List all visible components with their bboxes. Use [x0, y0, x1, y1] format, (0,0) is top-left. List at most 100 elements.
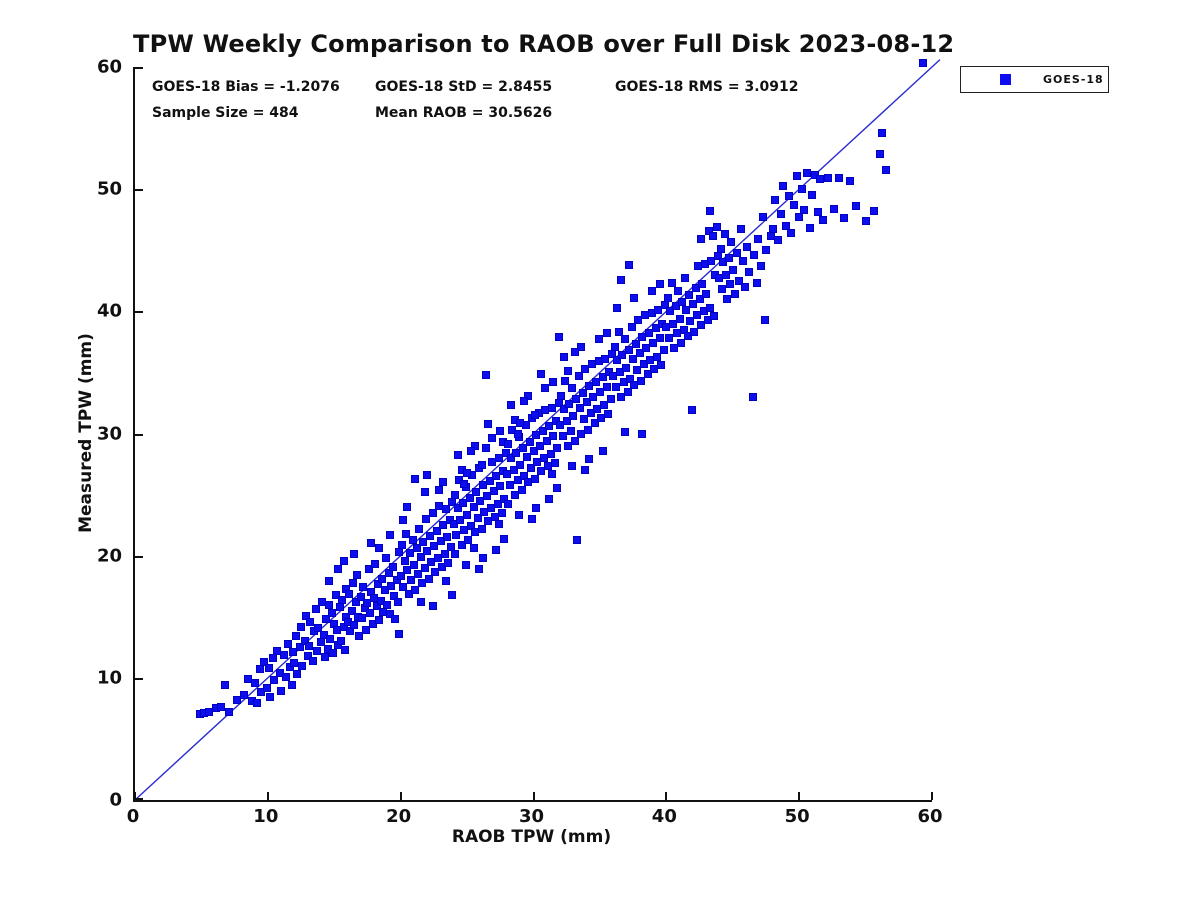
scatter-point: [727, 237, 736, 246]
scatter-point: [320, 653, 329, 662]
scatter-point: [618, 351, 627, 360]
scatter-point: [686, 317, 695, 326]
scatter-point: [496, 482, 505, 491]
scatter-point: [708, 231, 717, 240]
scatter-point: [481, 370, 490, 379]
scatter-point: [918, 59, 927, 68]
x-tick-label: 60: [917, 806, 943, 827]
scatter-point: [723, 295, 732, 304]
scatter-point: [395, 629, 404, 638]
scatter-point: [633, 365, 642, 374]
scatter-point: [680, 274, 689, 283]
scatter-point: [270, 676, 279, 685]
scatter-point: [731, 290, 740, 299]
scatter-point: [756, 262, 765, 271]
x-tick-mark: [798, 792, 801, 800]
scatter-point: [566, 427, 575, 436]
scatter-point: [409, 561, 418, 570]
stat-std: GOES-18 StD = 2.8455: [375, 79, 553, 95]
scatter-point: [363, 599, 372, 608]
scatter-point: [415, 524, 424, 533]
scatter-point: [753, 235, 762, 244]
scatter-point: [435, 485, 444, 494]
scatter-point: [615, 368, 624, 377]
scatter-point: [663, 293, 672, 302]
scatter-point: [549, 378, 558, 387]
scatter-point: [336, 637, 345, 646]
scatter-point: [326, 634, 335, 643]
scatter-point: [423, 471, 432, 480]
scatter-point: [493, 500, 502, 509]
scatter-point: [546, 450, 555, 459]
scatter-point: [638, 429, 647, 438]
scatter-point: [712, 223, 721, 232]
scatter-point: [621, 335, 630, 344]
scatter-point: [517, 485, 526, 494]
scatter-point: [760, 315, 769, 324]
scatter-point: [795, 213, 804, 222]
scatter-point: [732, 248, 741, 257]
scatter-point: [696, 235, 705, 244]
scatter-point: [664, 334, 673, 343]
scatter-point: [375, 544, 384, 553]
scatter-point: [453, 451, 462, 460]
scatter-point: [492, 545, 501, 554]
scatter-point: [655, 280, 664, 289]
scatter-point: [622, 363, 631, 372]
scatter-point: [800, 205, 809, 214]
scatter-point: [378, 574, 387, 583]
scatter-point: [591, 378, 600, 387]
scatter-point: [657, 361, 666, 370]
scatter-point: [453, 504, 462, 513]
scatter-point: [561, 376, 570, 385]
scatter-point: [509, 466, 518, 475]
scatter-point: [627, 323, 636, 332]
scatter-point: [460, 479, 469, 488]
scatter-point: [323, 644, 332, 653]
x-tick-label: 0: [126, 806, 140, 827]
scatter-point: [441, 577, 450, 586]
scatter-point: [781, 221, 790, 230]
scatter-point: [678, 297, 687, 306]
scatter-point: [568, 384, 577, 393]
scatter-point: [425, 532, 434, 541]
scatter-point: [386, 530, 395, 539]
scatter-point: [382, 554, 391, 563]
scatter-point: [675, 314, 684, 323]
scatter-point: [599, 401, 608, 410]
scatter-point: [334, 565, 343, 574]
scatter-point: [643, 369, 652, 378]
scatter-point: [582, 397, 591, 406]
x-tick-label: 10: [253, 806, 279, 827]
scatter-point: [740, 282, 749, 291]
scatter-point: [394, 598, 402, 607]
scatter-point: [403, 566, 412, 575]
scatter-point: [463, 468, 472, 477]
y-tick-label: 60: [96, 56, 122, 78]
y-tick-mark: [135, 798, 143, 800]
y-tick-label: 50: [96, 178, 122, 200]
scatter-point: [603, 409, 612, 418]
scatter-point: [510, 490, 519, 499]
scatter-point: [293, 670, 302, 679]
scatter-point: [621, 428, 630, 437]
plot-area: GOES-18 Bias = -1.2076 GOES-18 StD = 2.8…: [133, 59, 941, 802]
scatter-point: [464, 535, 473, 544]
scatter-point: [429, 541, 438, 550]
scatter-point: [687, 406, 696, 415]
scatter-point: [424, 574, 433, 583]
scatter-point: [744, 268, 753, 277]
scatter-point: [743, 242, 752, 251]
scatter-point: [265, 664, 274, 673]
scatter-point: [553, 484, 562, 493]
scatter-point: [399, 516, 408, 525]
scatter-point: [358, 613, 367, 622]
scatter-point: [869, 207, 878, 216]
scatter-point: [631, 340, 640, 349]
scatter-point: [395, 548, 404, 556]
scatter-point: [403, 502, 412, 511]
scatter-point: [279, 650, 288, 659]
x-tick-mark: [665, 792, 668, 800]
scatter-point: [560, 405, 569, 414]
scatter-point: [653, 352, 662, 361]
